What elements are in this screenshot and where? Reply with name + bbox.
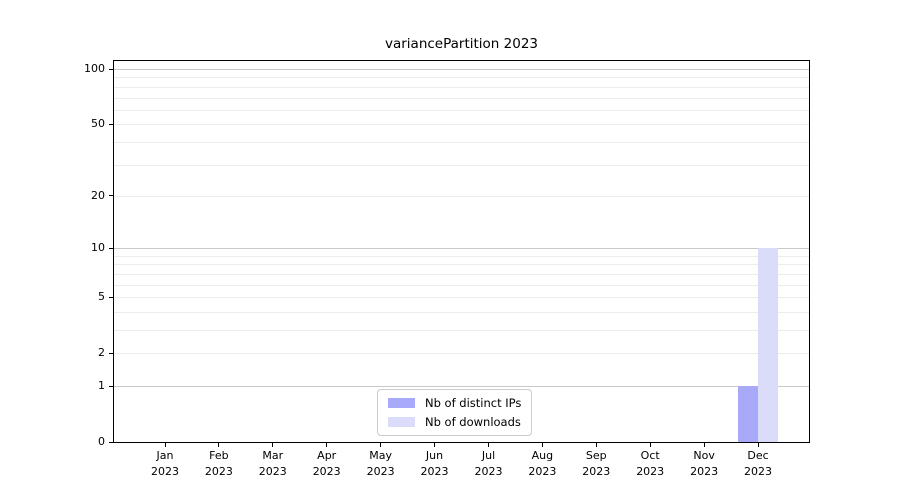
x-tick-label-line: 2023	[151, 464, 179, 478]
y-tick-label: 20	[91, 188, 105, 202]
y-tick-mark	[109, 441, 113, 443]
x-tick-mark	[326, 443, 328, 447]
x-tick-mark	[757, 443, 759, 447]
y-tick-mark	[109, 247, 113, 249]
x-tick-mark	[595, 443, 597, 447]
x-tick-mark	[218, 443, 220, 447]
x-tick-mark	[488, 443, 489, 447]
x-tick-label: Aug 2023	[515, 448, 569, 479]
legend-item-distinct-ips: Nb of distinct IPs	[388, 395, 521, 411]
gridline-minor	[114, 141, 809, 143]
y-tick-mark	[109, 352, 113, 354]
x-tick-label: Mar 2023	[246, 448, 300, 479]
bar-distinct-ips-dec	[738, 386, 758, 442]
gridline-major	[114, 69, 809, 70]
x-tick-label-line: 2023	[744, 464, 772, 478]
gridline-minor	[114, 264, 809, 266]
chart-title: variancePartition 2023	[384, 36, 539, 52]
gridline-minor	[114, 330, 809, 331]
gridline-minor	[114, 109, 809, 111]
gridline-minor	[114, 255, 809, 257]
x-tick-label-line: Dec	[747, 449, 769, 462]
x-tick-label-line: 2023	[420, 464, 449, 478]
x-tick-label-line: May	[369, 449, 392, 462]
x-tick-label-line: Jun	[425, 449, 444, 462]
x-tick-label-line: Jan	[156, 449, 174, 462]
gridline-minor	[114, 124, 809, 126]
x-tick-label-line: Mar	[262, 449, 284, 462]
gridline-minor	[114, 311, 809, 313]
y-tick-mark	[109, 385, 113, 387]
x-tick-label-line: 2023	[258, 464, 287, 478]
x-tick-mark	[380, 443, 382, 447]
x-tick-label: May 2023	[354, 448, 408, 479]
legend-label-downloads: Nb of downloads	[425, 415, 521, 429]
y-tick-mark	[109, 195, 113, 197]
x-tick-label: Sep 2023	[569, 448, 623, 479]
y-tick-label: 2	[98, 346, 105, 360]
x-tick-label-line: 2023	[636, 464, 665, 478]
x-tick-label: Jun 2023	[408, 448, 462, 479]
x-tick-mark	[703, 443, 705, 447]
legend-label-distinct-ips: Nb of distinct IPs	[425, 396, 522, 410]
gridline-minor	[114, 284, 809, 286]
x-tick-label-line: Sep	[585, 449, 607, 462]
gridline-minor	[114, 273, 809, 275]
x-tick-label-line: 2023	[312, 464, 341, 478]
x-tick-label: Feb 2023	[192, 448, 246, 479]
x-tick-label-line: 2023	[366, 464, 395, 478]
legend-swatch-downloads	[388, 417, 415, 427]
x-tick-label-line: 2023	[528, 464, 557, 478]
y-tick-mark	[109, 68, 113, 70]
x-tick-label-line: 2023	[204, 464, 233, 478]
plot-area	[113, 60, 810, 443]
y-tick-mark	[109, 296, 113, 298]
x-tick-mark	[272, 443, 274, 447]
gridline-minor	[114, 86, 809, 88]
gridline-major	[114, 248, 809, 250]
x-tick-label-line: Feb	[209, 449, 229, 462]
gridline-minor	[114, 353, 809, 355]
x-tick-label: Jul 2023	[462, 448, 516, 479]
x-tick-label-line: 2023	[582, 464, 611, 478]
gridline-minor	[114, 97, 809, 99]
legend: Nb of distinct IPs Nb of downloads	[377, 389, 533, 436]
y-tick-label: 50	[91, 117, 105, 131]
x-tick-mark	[434, 443, 435, 447]
gridline-major	[114, 386, 809, 387]
x-tick-label-line: 2023	[690, 464, 719, 478]
y-tick-label: 1	[98, 379, 105, 392]
x-tick-label: Apr 2023	[300, 448, 354, 479]
y-tick-label: 100	[84, 62, 105, 75]
x-tick-label: Oct 2023	[623, 448, 677, 479]
legend-item-downloads: Nb of downloads	[388, 414, 521, 430]
x-tick-label-line: Nov	[693, 449, 715, 462]
x-tick-label: Jan 2023	[138, 448, 192, 479]
legend-swatch-distinct-ips	[388, 398, 415, 408]
x-tick-label-line: Jul	[481, 449, 496, 462]
x-tick-mark	[541, 443, 543, 447]
x-tick-label-line: Oct	[640, 449, 660, 462]
gridline-minor	[114, 77, 809, 79]
x-tick-mark	[649, 443, 651, 447]
gridline-minor	[114, 297, 809, 299]
y-tick-label: 0	[98, 435, 105, 448]
bar-downloads-dec	[758, 248, 778, 442]
x-tick-label-line: 2023	[474, 464, 503, 478]
gridline-minor	[114, 195, 809, 197]
x-tick-label-line: Aug	[531, 449, 554, 462]
x-tick-label: Nov 2023	[677, 448, 731, 479]
y-tick-label: 10	[91, 241, 105, 255]
x-tick-mark	[164, 443, 166, 447]
x-tick-label-line: Apr	[317, 449, 337, 462]
x-tick-label: Dec 2023	[731, 448, 785, 479]
y-tick-mark	[109, 123, 113, 125]
y-tick-label: 5	[98, 290, 105, 304]
gridline-minor	[114, 164, 809, 166]
